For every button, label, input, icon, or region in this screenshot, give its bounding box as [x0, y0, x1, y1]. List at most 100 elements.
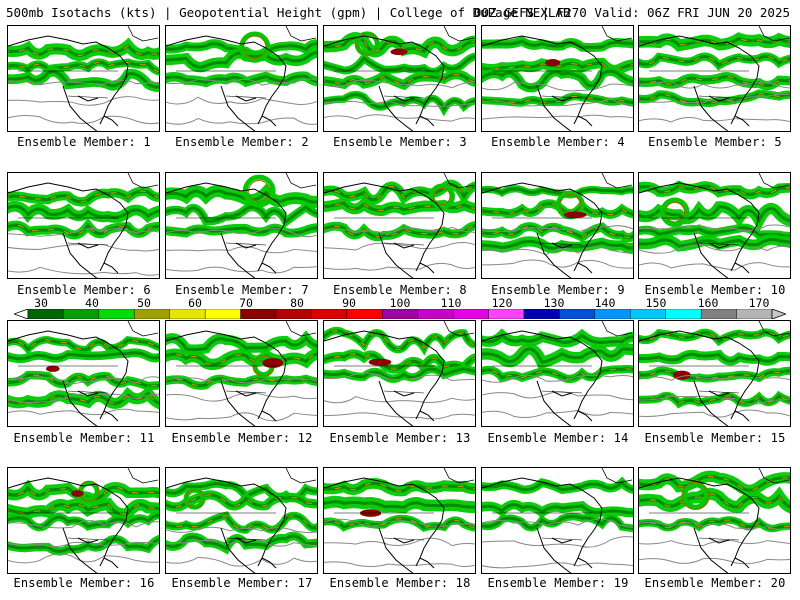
colorbar-swatch — [488, 309, 525, 319]
member-caption: Ensemble Member: 18 — [329, 576, 471, 590]
ensemble-map-panel — [7, 467, 160, 574]
ensemble-map-panel — [165, 467, 318, 574]
colorbar-tick-label: 30 — [34, 296, 48, 310]
member-caption: Ensemble Member: 15 — [644, 431, 786, 445]
isotach-shading — [166, 330, 317, 390]
coastline-map — [8, 468, 159, 573]
ensemble-map-panel — [323, 172, 476, 279]
isotach-shading — [8, 336, 159, 409]
coastline-map — [8, 321, 159, 426]
isotach-shading — [324, 179, 475, 242]
isotach-shading — [8, 37, 159, 92]
colorbar-tick-label: 160 — [697, 296, 719, 310]
colorbar-tick-label: 80 — [290, 296, 304, 310]
ensemble-map — [324, 26, 475, 131]
ensemble-map — [8, 468, 159, 573]
coastline-map — [324, 173, 475, 278]
member-caption: Ensemble Member: 20 — [644, 576, 786, 590]
ensemble-map — [639, 173, 790, 278]
ensemble-map — [166, 26, 317, 131]
height-contours — [324, 372, 475, 420]
isotach-shading — [166, 479, 317, 555]
ensemble-map-panel — [481, 320, 634, 427]
product-title: 500mb Isotachs (kts) | Geopotential Heig… — [6, 5, 571, 20]
height-contours — [166, 377, 317, 422]
coastline-map — [166, 321, 317, 426]
coastline-map — [639, 468, 790, 573]
colorbar-tick-label: 90 — [342, 296, 356, 310]
colorbar-swatch — [134, 309, 170, 319]
member-caption: Ensemble Member: 4 — [491, 135, 625, 149]
ensemble-map-panel — [165, 25, 318, 132]
colorbar-tick-label: 170 — [748, 296, 770, 310]
colorbar-tick-label: 40 — [85, 296, 99, 310]
ensemble-map — [324, 321, 475, 426]
isotach-shading — [8, 479, 159, 556]
member-caption: Ensemble Member: 8 — [333, 283, 467, 297]
coastline-map — [8, 26, 159, 131]
ensemble-map — [166, 321, 317, 426]
run-valid-time: 00Z GEFS | F270 Valid: 06Z FRI JUN 20 20… — [473, 5, 790, 20]
isotach-shading — [166, 31, 317, 88]
ensemble-map — [324, 468, 475, 573]
height-contours — [8, 520, 159, 564]
isotach-shading — [639, 328, 790, 409]
ensemble-map — [8, 173, 159, 278]
colorbar-swatch — [382, 309, 418, 319]
isotach-shading — [482, 185, 633, 254]
ensemble-map-panel — [165, 172, 318, 279]
height-contours — [324, 79, 475, 122]
member-caption: Ensemble Member: 16 — [13, 576, 155, 590]
ensemble-map — [639, 26, 790, 131]
ensemble-map-panel — [7, 172, 160, 279]
ensemble-map-panel — [323, 25, 476, 132]
ensemble-map-panel — [165, 320, 318, 427]
isotach-shading — [639, 32, 790, 108]
colorbar-labels: 30 40 50 60 70 80 90 100 110 120 130 140 150 160 170 — [0, 296, 800, 310]
height-contours — [482, 374, 633, 419]
colorbar-tick-label: 130 — [543, 296, 565, 310]
height-contours — [639, 375, 790, 418]
ensemble-map-panel — [481, 172, 634, 279]
ensemble-map — [8, 26, 159, 131]
coastline-map — [482, 26, 633, 131]
isotach-shading — [482, 476, 633, 533]
height-contours — [482, 518, 633, 569]
colorbar-swatch — [169, 309, 206, 319]
colorbar-swatch — [311, 309, 348, 319]
ensemble-map-panel — [638, 467, 791, 574]
member-caption: Ensemble Member: 6 — [17, 283, 151, 297]
colorbar-tick-label: 120 — [491, 296, 513, 310]
member-caption: Ensemble Member: 13 — [329, 431, 471, 445]
coastline-map — [8, 173, 159, 278]
ensemble-map-panel — [7, 25, 160, 132]
ensemble-map — [166, 468, 317, 573]
coastline-map — [324, 468, 475, 573]
coastline-map — [482, 468, 633, 573]
colorbar-tick-label: 140 — [594, 296, 616, 310]
colorbar-right-arrow — [771, 309, 786, 319]
colorbar-tick-label: 60 — [188, 296, 202, 310]
colorbar-swatch — [665, 309, 702, 319]
colorbar-swatch — [417, 309, 454, 319]
member-caption: Ensemble Member: 1 — [17, 135, 151, 149]
ensemble-map-panel — [323, 467, 476, 574]
coastline-map — [482, 321, 633, 426]
coastline-map — [639, 26, 790, 131]
ensemble-map-panel — [481, 25, 634, 132]
height-contours — [639, 224, 790, 271]
colorbar-left-arrow — [14, 309, 29, 319]
coastline-map — [324, 321, 475, 426]
ensemble-map-panel — [481, 467, 634, 574]
height-contours — [639, 80, 790, 123]
colorbar-swatch — [594, 309, 631, 319]
member-caption: Ensemble Member: 5 — [648, 135, 782, 149]
colorbar-tick-label: 100 — [389, 296, 411, 310]
ensemble-map — [482, 26, 633, 131]
member-caption: Ensemble Member: 9 — [491, 283, 625, 297]
ensemble-map — [166, 173, 317, 278]
member-caption: Ensemble Member: 2 — [175, 135, 309, 149]
colorbar-tick-label: 150 — [645, 296, 667, 310]
ensemble-map-panel — [638, 172, 791, 279]
coastline-map — [166, 468, 317, 573]
